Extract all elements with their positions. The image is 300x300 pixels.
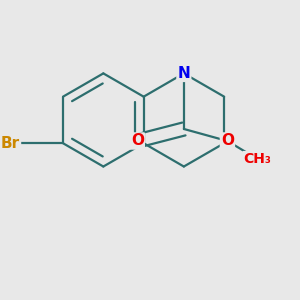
Text: O: O (131, 134, 144, 148)
Text: O: O (221, 134, 234, 148)
Text: CH₃: CH₃ (244, 152, 272, 166)
Text: Br: Br (1, 136, 20, 151)
Text: N: N (178, 66, 190, 81)
